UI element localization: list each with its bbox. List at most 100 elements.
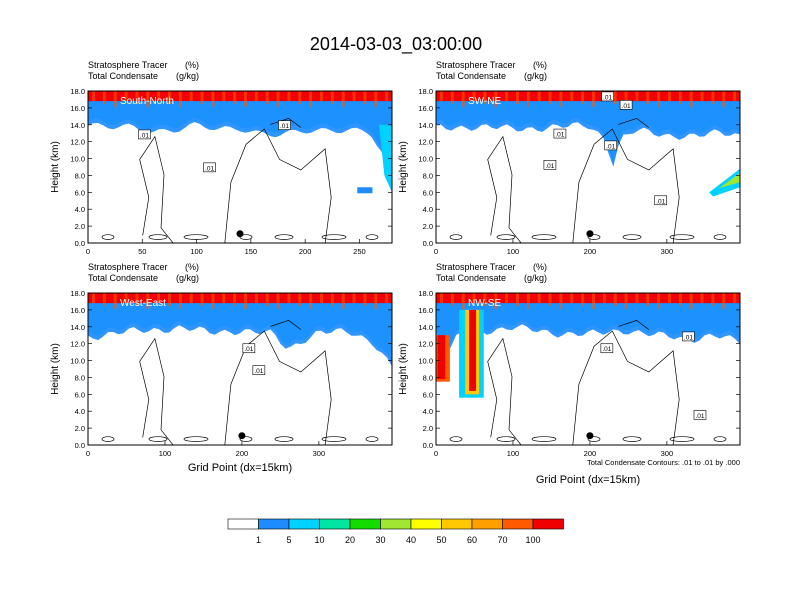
- tracer-stripe: [320, 91, 323, 101]
- surface-contour: [713, 436, 727, 442]
- colorbar-label: 40: [406, 535, 416, 545]
- tracer-stripe: [113, 91, 117, 107]
- x-tick-label: 200: [236, 449, 249, 458]
- colorbar-label: 10: [314, 535, 324, 545]
- tracer-stripe: [646, 91, 650, 104]
- y-tick-label: 18.0: [70, 87, 85, 96]
- plot-frame: [435, 90, 741, 244]
- location-marker: [586, 230, 594, 238]
- y-tick-label: 8.0: [75, 373, 85, 382]
- colorbar-swatch: [227, 518, 259, 530]
- tracer-stripe: [722, 91, 726, 107]
- tracer-level-1: [88, 91, 392, 170]
- colorbar-label: 70: [497, 535, 507, 545]
- y-tick-label: 14.0: [70, 121, 85, 130]
- y-tick-label: 0.0: [423, 441, 433, 450]
- y-tick-label: 12.0: [70, 340, 85, 349]
- tracer-stripe: [733, 91, 737, 101]
- condensate-contours: [449, 320, 727, 445]
- tracer-stripe: [385, 293, 389, 303]
- contour-label-box: [619, 100, 633, 110]
- x-tick-label: 100: [159, 449, 172, 458]
- tracer-blob: [357, 187, 373, 194]
- variable-units-2: (g/kg): [176, 273, 199, 283]
- y-tick-label: 6.0: [75, 188, 85, 197]
- tracer-stripe: [341, 91, 345, 107]
- surface-contour: [321, 436, 347, 442]
- tracer-level-1: [436, 293, 740, 356]
- tracer-stripe: [450, 293, 454, 306]
- tracer-stripe: [168, 91, 171, 104]
- intrusion-core: [469, 309, 477, 391]
- colorbar-label: 50: [436, 535, 446, 545]
- surface-contour: [622, 436, 642, 442]
- contour-label: .01: [606, 143, 615, 150]
- tracer-stripe: [526, 293, 530, 309]
- condensate-contour: [139, 337, 174, 445]
- tracer-stripe: [298, 293, 302, 306]
- surface-contour: [669, 234, 695, 240]
- y-tick-label: 2.0: [423, 424, 433, 433]
- tracer-stripe: [668, 91, 671, 101]
- tracer-stripe: [483, 91, 487, 104]
- variable-label-2: Total Condensate: [88, 71, 158, 81]
- tracer-stripe: [178, 91, 182, 107]
- tracer-stripe: [635, 293, 639, 303]
- shaded-field: [88, 293, 392, 445]
- tracer-stripe: [92, 91, 95, 101]
- figure-title: 2014-03-03_03:00:00: [310, 34, 482, 55]
- tracer-stripe: [602, 293, 606, 303]
- y-tick-label: 8.0: [423, 373, 433, 382]
- tracer-stripe: [222, 293, 226, 303]
- x-tick-label: 0: [86, 247, 90, 256]
- tracer-stripe: [124, 293, 128, 303]
- left-edge-core: [437, 335, 446, 380]
- y-tick-label: 2.0: [75, 222, 85, 231]
- variable-label-2: Total Condensate: [436, 71, 506, 81]
- tracer-stripe: [374, 293, 378, 309]
- tracer-stripe: [548, 91, 552, 104]
- condensate-contour: [270, 320, 302, 330]
- surface-contour: [183, 436, 209, 442]
- x-axis-label: Grid Point (dx=15km): [536, 474, 640, 486]
- section-label: SW-NE: [468, 96, 501, 107]
- condensate-contour: [224, 330, 332, 445]
- tracer-stripe: [526, 91, 530, 107]
- contour-label: .01: [555, 132, 564, 139]
- tracer-stripe: [330, 91, 334, 104]
- tracer-stripe: [352, 293, 356, 303]
- tracer-stripe: [570, 293, 574, 303]
- y-tick-label: 18.0: [418, 289, 433, 298]
- tracer-stripe: [330, 293, 334, 306]
- tracer-stripe: [222, 91, 226, 101]
- y-tick-label: 10.0: [418, 357, 433, 366]
- contour-label-box: [600, 343, 614, 354]
- tracer-stripe: [200, 91, 204, 104]
- tracer-stripe: [581, 293, 585, 306]
- condensate-contour: [618, 118, 650, 128]
- colorbar-swatch: [288, 518, 320, 530]
- surface-contour: [274, 234, 294, 240]
- variable-label-2: Total Condensate: [436, 273, 506, 283]
- tracer-stripe: [700, 293, 704, 303]
- x-tick-label: 100: [507, 449, 520, 458]
- tracer-stripe: [678, 91, 682, 104]
- surface-contour: [449, 234, 463, 240]
- y-tick-label: 0.0: [423, 239, 433, 248]
- tracer-stripe: [200, 293, 204, 306]
- condensate-contour: [224, 128, 332, 243]
- tracer-stripe: [711, 91, 715, 104]
- tracer-stripe: [505, 91, 509, 101]
- tracer-top-band: [436, 293, 740, 304]
- tracer-stripe: [570, 91, 574, 101]
- y-tick-label: 16.0: [70, 306, 85, 315]
- contour-label-box: [601, 91, 614, 102]
- condensate-contour: [270, 118, 302, 128]
- surface-contour: [496, 234, 516, 240]
- tracer-stripe: [722, 293, 726, 309]
- contour-label: .01: [205, 165, 214, 172]
- tracer-stripe: [472, 293, 476, 303]
- variable-label-2: Total Condensate: [88, 273, 158, 283]
- tracer-stripe: [287, 91, 291, 101]
